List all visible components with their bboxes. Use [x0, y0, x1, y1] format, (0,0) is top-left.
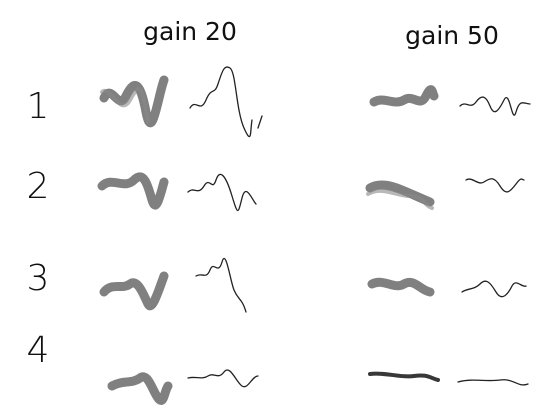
waveform-average	[374, 90, 434, 102]
waveform-trace	[458, 380, 528, 385]
waveform-trace	[196, 259, 246, 312]
waveform-average	[104, 276, 164, 306]
waveform-average	[370, 374, 438, 380]
row-label: 1	[27, 86, 50, 127]
row-label: 3	[27, 258, 50, 299]
column-header: gain 20	[143, 17, 237, 46]
column-header: gain 50	[405, 21, 499, 50]
waveform-average	[104, 80, 164, 123]
waveform-average	[112, 377, 168, 401]
waveform-trace	[460, 97, 530, 115]
row-label: 4	[27, 330, 50, 371]
waveform-trace	[188, 370, 258, 387]
waveform-average	[368, 191, 432, 208]
page: gain 20 gain 50 1 2 3 4 (() => { const d…	[0, 0, 548, 413]
waveform-average	[372, 282, 430, 292]
figure: gain 20 gain 50 1 2 3 4	[0, 0, 548, 413]
row-label: 2	[27, 166, 50, 207]
waveform-trace	[466, 179, 524, 192]
waveform-average	[102, 177, 164, 205]
waveform-trace	[188, 174, 256, 210]
waveform-trace	[190, 67, 262, 137]
waveform-trace	[462, 281, 526, 296]
